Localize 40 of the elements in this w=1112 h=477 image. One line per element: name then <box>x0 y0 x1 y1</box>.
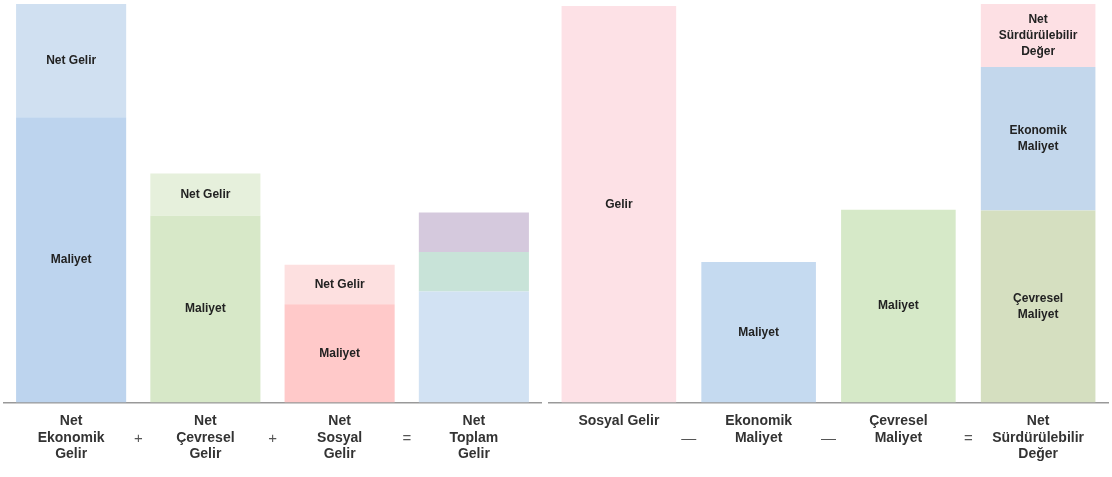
text: = <box>402 428 412 446</box>
text: + <box>268 428 278 446</box>
x-tick-label: Net Ekonomik Gelir <box>37 411 105 462</box>
bar <box>418 212 529 252</box>
text: Net Gelir <box>46 52 97 67</box>
text: Maliyet <box>878 298 919 313</box>
text: = <box>963 428 973 446</box>
series-label: Çevresel Maliyet <box>1013 290 1064 321</box>
x-tick-label: Net Toplam Gelir <box>449 411 499 462</box>
bar <box>418 291 529 403</box>
series-label: Gelir <box>605 196 633 211</box>
series-label: Net Sürdürülebilir Değer <box>998 11 1078 58</box>
x-tick-label: Net Sosyal Gelir <box>317 411 363 462</box>
bar <box>701 261 816 403</box>
text: Net Gelir <box>180 186 231 201</box>
x-tick-label: Net Sürdürülebilir Değer <box>992 411 1085 462</box>
x-tick-label: Ekonomik Maliyet <box>725 411 793 445</box>
bar <box>150 215 261 403</box>
bar <box>16 117 127 403</box>
bar <box>150 173 261 216</box>
text: Maliyet <box>319 345 360 360</box>
bar <box>841 209 956 403</box>
bar <box>418 251 529 292</box>
x-tick-label: Çevresel Maliyet <box>869 411 928 445</box>
text: Maliyet <box>50 252 92 267</box>
bar <box>16 4 127 118</box>
bar <box>284 264 395 305</box>
x-tick-label: Net Çevresel Gelir <box>176 411 235 462</box>
series-label: Maliyet <box>185 301 226 316</box>
bar <box>980 210 1096 403</box>
text: — <box>821 428 836 446</box>
bar <box>284 304 395 403</box>
bar <box>561 5 677 403</box>
series-label: Maliyet <box>738 324 779 339</box>
bar <box>980 66 1096 211</box>
text: — <box>681 428 697 446</box>
series-label: Ekonomik Maliyet <box>1009 123 1068 154</box>
x-tick-label: Sosyal Gelir <box>578 411 660 428</box>
series-label: Net Gelir <box>314 276 365 291</box>
text: + <box>133 428 143 446</box>
